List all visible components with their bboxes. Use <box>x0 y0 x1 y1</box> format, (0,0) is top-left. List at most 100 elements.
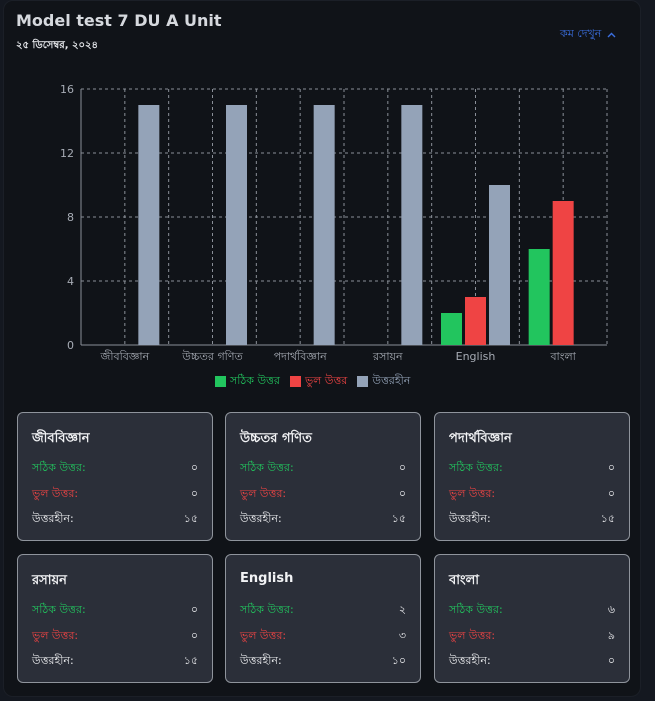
correct-value: ০ <box>398 461 406 474</box>
card-subject: বাংলা <box>449 573 480 588</box>
subject-card: জীববিজ্ঞান সঠিক উত্তর: ০ ভুল উত্তর: ০ উত্ত… <box>17 412 213 541</box>
card-correct-row: সঠিক উত্তর: ০ <box>449 459 615 478</box>
unanswered-value: ১০ <box>391 654 406 667</box>
x-tick-label: রসায়ন <box>372 350 403 363</box>
wrong-value: ০ <box>607 487 615 500</box>
subject-card: বাংলা সঠিক উত্তর: ৬ ভুল উত্তর: ৯ উত্তরহীন:… <box>434 554 630 683</box>
card-unanswered-row: উত্তরহীন: ০ <box>449 652 615 671</box>
bar-unanswered <box>313 105 335 345</box>
unanswered-value: ১৫ <box>183 654 198 667</box>
correct-label: সঠিক উত্তর: <box>32 461 86 474</box>
card-subject: জীববিজ্ঞান <box>32 431 90 446</box>
bar-unanswered <box>489 185 510 345</box>
wrong-label: ভুল উত্তর: <box>449 487 496 500</box>
y-tick-label: 8 <box>67 211 74 224</box>
unanswered-label: উত্তরহীন: <box>240 654 282 667</box>
wrong-label: ভুল উত্তর: <box>32 487 79 500</box>
correct-label: সঠিক উত্তর: <box>449 461 503 474</box>
y-tick-label: 12 <box>60 147 74 160</box>
wrong-label: ভুল উত্তর: <box>240 629 287 642</box>
y-tick-label: 4 <box>67 275 74 288</box>
show-less-label: কম দেখুন <box>560 27 602 40</box>
x-tick-label: পদার্থবিজ্ঞান <box>274 350 328 363</box>
unanswered-value: ০ <box>607 654 615 667</box>
correct-value: ০ <box>190 603 198 616</box>
correct-label: সঠিক উত্তর: <box>449 603 503 616</box>
correct-value: ২ <box>398 603 406 616</box>
card-wrong-row: ভুল উত্তর: ০ <box>32 627 198 646</box>
legend-label-unanswered: উত্তরহীন <box>372 374 411 387</box>
subject-card: উচ্চতর গণিত সঠিক উত্তর: ০ ভুল উত্তর: ০ উত্… <box>225 412 421 541</box>
unanswered-value: ১৫ <box>391 512 406 525</box>
card-subject: উচ্চতর গণিত <box>240 431 312 446</box>
subject-card: পদার্থবিজ্ঞান সঠিক উত্তর: ০ ভুল উত্তর: ০ উ… <box>434 412 630 541</box>
wrong-value: ০ <box>190 487 198 500</box>
exam-date: ২৫ ডিসেম্বর, ২০২৪ <box>16 40 98 51</box>
card-wrong-row: ভুল উত্তর: ৯ <box>449 627 615 646</box>
legend-label-correct: সঠিক উত্তর <box>230 374 280 387</box>
card-correct-row: সঠিক উত্তর: ২ <box>240 601 406 620</box>
x-tick-label: বাংলা <box>549 350 576 363</box>
bar-correct <box>528 249 550 345</box>
card-unanswered-row: উত্তরহীন: ১৫ <box>449 510 615 529</box>
unanswered-label: উত্তরহীন: <box>32 654 74 667</box>
card-unanswered-row: উত্তরহীন: ১৫ <box>240 510 406 529</box>
legend-label-wrong: ভুল উত্তর <box>304 374 348 387</box>
bar-unanswered <box>226 105 247 345</box>
bar-correct <box>441 313 462 345</box>
unanswered-label: উত্তরহীন: <box>449 512 491 525</box>
card-unanswered-row: উত্তরহীন: ১৫ <box>32 510 198 529</box>
y-tick-label: 16 <box>60 83 74 96</box>
bar-wrong <box>552 201 574 345</box>
unanswered-value: ১৫ <box>600 512 615 525</box>
bar-unanswered <box>138 105 160 345</box>
card-wrong-row: ভুল উত্তর: ০ <box>240 485 406 504</box>
y-tick-label: 0 <box>67 339 74 352</box>
subject-card: English সঠিক উত্তর: ২ ভুল উত্তর: ৩ উত্তরহী… <box>225 554 421 683</box>
unanswered-value: ১৫ <box>183 512 198 525</box>
wrong-value: ৯ <box>607 629 615 642</box>
x-tick-label: জীববিজ্ঞান <box>99 350 149 363</box>
correct-label: সঠিক উত্তর: <box>240 603 294 616</box>
wrong-label: ভুল উত্তর: <box>449 629 496 642</box>
legend-item-correct[interactable]: সঠিক উত্তর <box>215 372 280 391</box>
bar-wrong <box>465 297 486 345</box>
unanswered-label: উত্তরহীন: <box>32 512 74 525</box>
legend-swatch-wrong <box>289 376 301 387</box>
x-tick-label: উচ্চতর গণিত <box>181 350 243 363</box>
card-unanswered-row: উত্তরহীন: ১০ <box>240 652 406 671</box>
wrong-value: ৩ <box>398 629 406 642</box>
unanswered-label: উত্তরহীন: <box>449 654 491 667</box>
wrong-value: ০ <box>398 487 406 500</box>
card-subject: রসায়ন <box>32 573 67 588</box>
card-wrong-row: ভুল উত্তর: ০ <box>449 485 615 504</box>
legend-item-unanswered[interactable]: উত্তরহীন <box>357 372 410 391</box>
bar-unanswered <box>401 105 423 345</box>
card-unanswered-row: উত্তরহীন: ১৫ <box>32 652 198 671</box>
legend-item-wrong[interactable]: ভুল উত্তর <box>289 372 348 391</box>
card-correct-row: সঠিক উত্তর: ০ <box>32 601 198 620</box>
chevron-up-icon <box>607 32 616 37</box>
wrong-label: ভুল উত্তর: <box>32 629 79 642</box>
x-tick-label: English <box>456 350 496 363</box>
card-wrong-row: ভুল উত্তর: ৩ <box>240 627 406 646</box>
chart-legend: সঠিক উত্তর ভুল উত্তর উত্তরহীন <box>215 372 410 391</box>
wrong-value: ০ <box>190 629 198 642</box>
correct-label: সঠিক উত্তর: <box>32 603 86 616</box>
card-correct-row: সঠিক উত্তর: ০ <box>240 459 406 478</box>
legend-swatch-correct <box>215 376 226 387</box>
subject-card: রসায়ন সঠিক উত্তর: ০ ভুল উত্তর: ০ উত্তরহীন… <box>17 554 213 683</box>
subject-bar-chart: 0 4 8 12 16 জীববিজ্ঞান উচ্চতর গণিত পদার্থবিজ্ঞা… <box>60 83 608 363</box>
card-subject: পদার্থবিজ্ঞান <box>449 431 512 446</box>
card-correct-row: সঠিক উত্তর: ৬ <box>449 601 615 620</box>
unanswered-label: উত্তরহীন: <box>240 512 282 525</box>
correct-value: ০ <box>190 461 198 474</box>
correct-value: ৬ <box>607 603 615 616</box>
page-title: Model test 7 DU A Unit <box>16 11 222 30</box>
card-wrong-row: ভুল উত্তর: ০ <box>32 485 198 504</box>
correct-value: ০ <box>607 461 615 474</box>
show-less-button[interactable]: কম দেখুন <box>560 25 616 44</box>
card-subject: English <box>240 571 294 586</box>
wrong-label: ভুল উত্তর: <box>240 487 287 500</box>
legend-swatch-unanswered <box>357 376 369 387</box>
